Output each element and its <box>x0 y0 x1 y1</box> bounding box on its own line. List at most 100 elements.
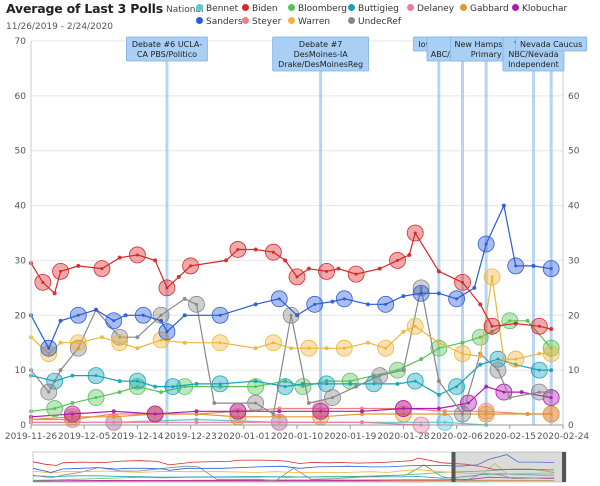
data-point[interactable] <box>253 346 258 351</box>
data-point[interactable] <box>194 381 199 386</box>
data-point[interactable] <box>182 340 187 345</box>
data-point[interactable] <box>472 285 477 290</box>
legend-item-sanders[interactable]: Sanders <box>196 17 243 27</box>
data-point[interactable] <box>283 258 288 263</box>
data-point[interactable] <box>194 409 199 414</box>
data-point[interactable] <box>513 321 518 326</box>
legend-item-bennet[interactable]: Bennet <box>196 4 238 14</box>
data-point[interactable] <box>478 354 483 359</box>
data-point[interactable] <box>531 263 536 268</box>
event-annotation[interactable]: Debate #6 UCLA-CA PBS/Politico <box>126 36 208 62</box>
data-point[interactable] <box>360 409 365 414</box>
data-point[interactable] <box>277 406 282 411</box>
data-point[interactable] <box>99 335 104 340</box>
data-point[interactable] <box>549 368 554 373</box>
data-point[interactable] <box>111 412 116 417</box>
data-point[interactable] <box>52 291 57 296</box>
data-point[interactable] <box>549 390 554 395</box>
data-point[interactable] <box>501 203 506 208</box>
data-point[interactable] <box>324 346 329 351</box>
data-point[interactable] <box>70 401 75 406</box>
data-point[interactable] <box>436 291 441 296</box>
data-point[interactable] <box>306 401 311 406</box>
data-point[interactable] <box>401 329 406 334</box>
data-point[interactable] <box>218 384 223 389</box>
data-point[interactable] <box>330 299 335 304</box>
data-point[interactable] <box>442 412 447 417</box>
data-point[interactable] <box>365 340 370 345</box>
data-point[interactable] <box>182 296 187 301</box>
data-point[interactable] <box>176 274 181 279</box>
data-point[interactable] <box>395 381 400 386</box>
data-point[interactable] <box>519 390 524 395</box>
data-point[interactable] <box>348 381 353 386</box>
data-point[interactable] <box>525 412 530 417</box>
data-point[interactable] <box>460 340 465 345</box>
data-point[interactable] <box>271 412 276 417</box>
navigator-handle-right[interactable] <box>562 452 566 482</box>
data-point[interactable] <box>94 307 99 312</box>
navigator-selection[interactable] <box>453 452 566 482</box>
data-point[interactable] <box>442 409 447 414</box>
data-point[interactable] <box>507 395 512 400</box>
data-point[interactable] <box>436 379 441 384</box>
data-point[interactable] <box>135 335 140 340</box>
data-point[interactable] <box>58 318 63 323</box>
data-point[interactable] <box>194 417 199 422</box>
data-point[interactable] <box>159 390 164 395</box>
data-point[interactable] <box>537 351 542 356</box>
data-point[interactable] <box>76 263 81 268</box>
data-point[interactable] <box>336 266 341 271</box>
data-point[interactable] <box>194 420 199 425</box>
data-point[interactable] <box>401 368 406 373</box>
data-point[interactable] <box>324 379 329 384</box>
data-point[interactable] <box>300 381 305 386</box>
data-point[interactable] <box>484 384 489 389</box>
event-annotation[interactable]: Nevada Caucus <box>515 36 588 52</box>
data-point[interactable] <box>70 373 75 378</box>
legend-item-steyer[interactable]: Steyer <box>242 17 281 27</box>
data-point[interactable] <box>360 406 365 411</box>
data-point[interactable] <box>194 412 199 417</box>
data-point[interactable] <box>117 379 122 384</box>
data-point[interactable] <box>159 318 164 323</box>
data-point[interactable] <box>436 269 441 274</box>
data-point[interactable] <box>501 357 506 362</box>
legend-item-buttigieg[interactable]: Buttigieg <box>348 4 399 14</box>
data-point[interactable] <box>253 302 258 307</box>
data-point[interactable] <box>135 346 140 351</box>
data-point[interactable] <box>360 420 365 425</box>
data-point[interactable] <box>182 313 187 318</box>
data-point[interactable] <box>253 247 258 252</box>
data-point[interactable] <box>436 392 441 397</box>
data-point[interactable] <box>436 406 441 411</box>
legend-item-gabbard[interactable]: Gabbard <box>460 4 509 14</box>
legend-item-klobuchar[interactable]: Klobuchar <box>512 4 567 14</box>
data-point[interactable] <box>295 313 299 318</box>
data-point[interactable] <box>283 379 288 384</box>
data-point[interactable] <box>490 329 495 334</box>
data-point[interactable] <box>277 414 282 419</box>
data-point[interactable] <box>513 362 518 367</box>
data-point[interactable] <box>407 252 412 257</box>
data-point[interactable] <box>58 340 63 345</box>
data-point[interactable] <box>117 255 122 260</box>
data-point[interactable] <box>212 401 217 406</box>
data-point[interactable] <box>153 384 158 389</box>
data-point[interactable] <box>401 294 406 299</box>
legend-item-delaney[interactable]: Delaney <box>407 4 454 14</box>
data-point[interactable] <box>289 346 294 351</box>
data-point[interactable] <box>111 414 116 419</box>
data-point[interactable] <box>58 368 63 373</box>
data-point[interactable] <box>123 313 128 318</box>
data-point[interactable] <box>306 266 311 271</box>
navigator-handle-left[interactable] <box>451 452 456 482</box>
data-point[interactable] <box>360 412 365 417</box>
data-point[interactable] <box>253 379 258 384</box>
data-point[interactable] <box>525 318 530 323</box>
data-point[interactable] <box>224 258 229 263</box>
data-point[interactable] <box>419 357 424 362</box>
data-point[interactable] <box>478 362 483 367</box>
data-point[interactable] <box>111 409 116 414</box>
